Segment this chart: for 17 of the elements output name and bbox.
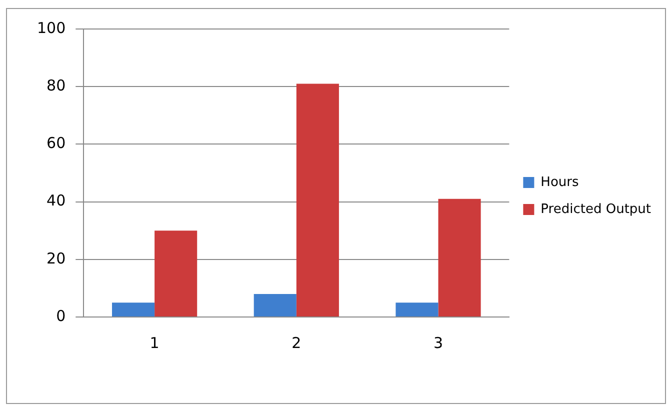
y-tick-label: 40: [46, 192, 66, 210]
x-tick-label: 1: [150, 334, 160, 352]
bar: [296, 84, 339, 316]
bar: [438, 198, 481, 316]
y-tick-label: 100: [36, 18, 66, 37]
y-tick-label: 0: [56, 306, 66, 325]
bar: [396, 302, 438, 316]
y-tick-label: 80: [46, 76, 66, 94]
x-tick-label: 3: [433, 334, 444, 352]
y-tick-label: 60: [46, 134, 66, 152]
bar: [154, 230, 198, 316]
y-tick-label: 20: [46, 249, 66, 268]
legend-label: Hours: [540, 174, 579, 190]
legend-label: Predicted Output: [540, 202, 652, 217]
bar: [254, 294, 296, 316]
bar: [112, 302, 155, 316]
x-tick-label: 2: [292, 334, 302, 352]
